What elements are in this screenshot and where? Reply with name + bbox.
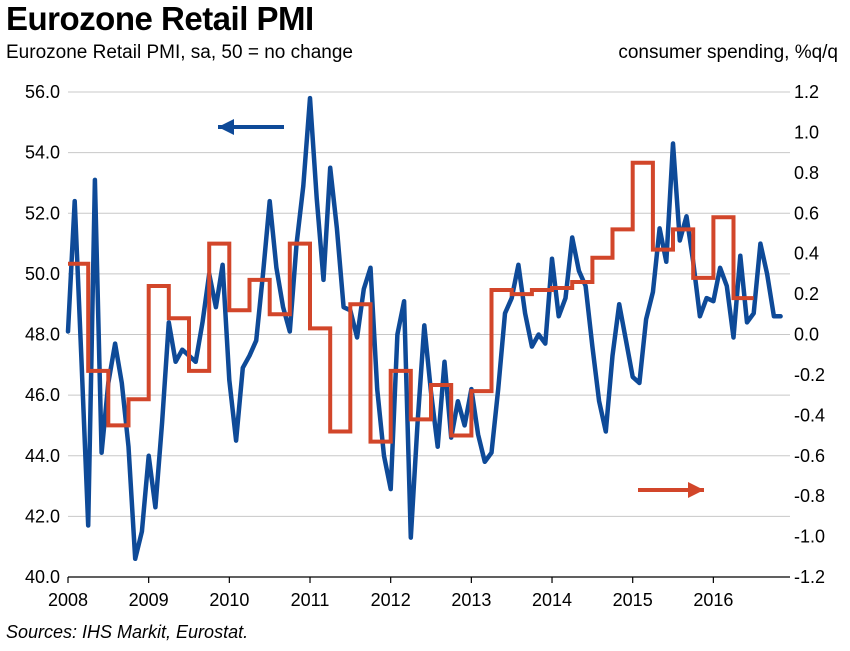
right-tick-label: 0.8: [794, 163, 819, 183]
x-tick-label: 2010: [209, 590, 249, 610]
right-axis-label: consumer spending, %q/q: [618, 42, 838, 63]
right-tick-label: -1.2: [794, 567, 825, 587]
chart-title: Eurozone Retail PMI: [6, 0, 314, 37]
spending-step-line: [68, 160, 754, 444]
x-tick-labels: 2008 2009 2010 2011 2012 2013 2014 2015 2016: [48, 590, 733, 610]
left-tick-label: 54.0: [25, 143, 60, 163]
x-tick-label: 2011: [291, 590, 330, 610]
x-tick-label: 2009: [129, 590, 169, 610]
left-tick-label: 42.0: [25, 506, 60, 526]
right-tick-label: -0.2: [794, 365, 825, 385]
x-tick-label: 2013: [451, 590, 491, 610]
axis-arrows: [218, 119, 704, 498]
right-tick-label: 0.2: [794, 284, 819, 304]
source-note: Sources: IHS Markit, Eurostat.: [6, 622, 249, 642]
left-tick-label: 44.0: [25, 446, 60, 466]
left-axis-label: Eurozone Retail PMI, sa, 50 = no change: [6, 42, 353, 63]
right-tick-label: 1.2: [794, 82, 819, 102]
right-axis-arrow-icon: [638, 482, 704, 498]
left-tick-label: 46.0: [25, 385, 60, 405]
gridlines: [68, 91, 790, 517]
right-axis-arrow-icon-head: [688, 482, 704, 498]
right-tick-label: -1.0: [794, 527, 825, 547]
left-tick-label: 48.0: [25, 325, 60, 345]
right-tick-label: 1.0: [794, 122, 819, 142]
x-tick-label: 2014: [532, 590, 572, 610]
right-tick-label: 0.0: [794, 325, 819, 345]
right-tick-label: -0.6: [794, 446, 825, 466]
x-tick-label: 2008: [48, 590, 88, 610]
left-tick-label: 56.0: [25, 82, 60, 102]
series-lines: [65, 95, 783, 562]
pmi-line: [65, 95, 783, 562]
left-axis-arrow-icon-head: [218, 119, 234, 135]
left-tick-label: 50.0: [25, 264, 60, 284]
x-tick-label: 2016: [693, 590, 733, 610]
left-tick-labels: 40.0 42.0 44.0 46.0 48.0 50.0 52.0 54.0 56.0: [25, 82, 60, 587]
right-tick-label: 0.6: [794, 203, 819, 223]
x-tick-label: 2015: [613, 590, 653, 610]
x-tick-label: 2012: [371, 590, 411, 610]
right-tick-label: -0.8: [794, 486, 825, 506]
right-tick-label: -0.4: [794, 405, 825, 425]
axes: [67, 576, 790, 583]
right-tick-labels: -1.2 -1.0 -0.8 -0.6 -0.4 -0.2 0.0 0.2 0.4 0.6 0.8 1…: [794, 82, 825, 587]
left-tick-label: 52.0: [25, 203, 60, 223]
left-tick-label: 40.0: [25, 567, 60, 587]
right-tick-label: 0.4: [794, 244, 819, 264]
left-axis-arrow-icon: [218, 119, 284, 135]
